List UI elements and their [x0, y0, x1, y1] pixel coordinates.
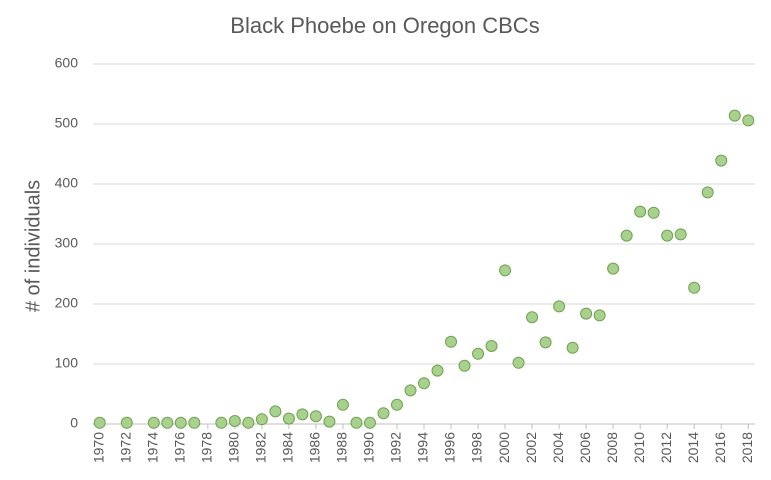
data-point: [607, 262, 620, 275]
x-tick-label: 2002: [523, 432, 539, 463]
data-point: [472, 347, 485, 360]
y-tick-label: 100: [55, 355, 79, 371]
data-point: [553, 300, 566, 313]
x-tick-label: 2016: [712, 432, 728, 463]
data-point: [431, 364, 444, 377]
x-tick-label: 2018: [739, 432, 755, 463]
x-tick-label: 2014: [685, 432, 701, 463]
data-point: [701, 186, 714, 199]
data-point: [93, 416, 106, 429]
x-tick-label: 1978: [199, 432, 215, 463]
x-tick-label: 1970: [90, 432, 106, 463]
x-tick-label: 1980: [226, 432, 242, 463]
data-point: [228, 415, 241, 427]
y-tick-label: 200: [55, 295, 79, 311]
data-point: [485, 340, 498, 352]
data-point: [147, 416, 160, 429]
data-point: [647, 206, 660, 219]
data-point: [404, 384, 417, 397]
x-tick-label: 1988: [334, 432, 350, 463]
x-tick-label: 1976: [172, 432, 188, 463]
data-point: [566, 341, 579, 354]
x-tick-label: 2008: [604, 432, 620, 463]
data-point: [120, 416, 133, 429]
data-point: [674, 228, 687, 241]
data-point: [350, 416, 363, 429]
y-tick-label: 500: [55, 115, 79, 131]
data-point: [512, 356, 525, 369]
data-point: [390, 398, 403, 411]
data-point: [418, 377, 430, 390]
x-tick-label: 2010: [631, 432, 647, 463]
data-point: [620, 229, 633, 242]
data-point: [715, 154, 728, 167]
x-tick-label: 1982: [253, 432, 269, 463]
data-point: [458, 359, 471, 372]
x-tick-label: 1998: [469, 432, 485, 463]
y-tick-label: 0: [70, 415, 78, 431]
x-tick-label: 1984: [280, 432, 296, 463]
y-tick-label: 400: [55, 175, 79, 191]
data-point: [634, 205, 647, 218]
data-point: [728, 109, 741, 122]
x-tick-label: 2006: [577, 432, 593, 463]
chart-title: Black Phoebe on Oregon CBCs: [230, 13, 539, 38]
y-tick-label: 600: [55, 55, 79, 71]
data-point: [539, 336, 552, 349]
data-point: [188, 416, 201, 429]
data-point: [296, 408, 309, 421]
x-tick-label: 1990: [361, 432, 377, 463]
data-point: [593, 309, 606, 322]
x-tick-label: 2012: [658, 432, 674, 463]
data-point: [309, 410, 322, 423]
data-point: [242, 416, 255, 429]
data-point: [661, 229, 674, 242]
y-axis-label: # of individuals: [22, 180, 44, 312]
data-point: [161, 416, 174, 429]
data-point: [742, 114, 755, 127]
data-point: [363, 416, 376, 429]
x-tick-label: 1992: [388, 432, 404, 463]
x-tick-label: 1994: [415, 432, 431, 463]
x-tick-label: 2000: [496, 432, 512, 463]
y-tick-label: 300: [55, 235, 79, 251]
data-point: [174, 416, 187, 429]
x-tick-label: 1996: [442, 432, 458, 463]
data-point: [282, 412, 295, 425]
data-point: [499, 264, 512, 277]
x-tick-label: 1974: [144, 432, 160, 463]
data-point: [269, 405, 282, 418]
data-point: [445, 335, 458, 348]
data-point: [377, 407, 390, 420]
data-point: [526, 311, 539, 324]
data-point: [323, 415, 336, 428]
x-tick-label: 2004: [550, 432, 566, 463]
x-tick-label: 1972: [117, 432, 133, 463]
data-point: [580, 307, 593, 320]
data-point: [688, 281, 701, 294]
data-point: [215, 416, 228, 429]
data-point: [336, 398, 349, 411]
x-tick-label: 1986: [307, 432, 323, 463]
data-point: [255, 413, 268, 426]
